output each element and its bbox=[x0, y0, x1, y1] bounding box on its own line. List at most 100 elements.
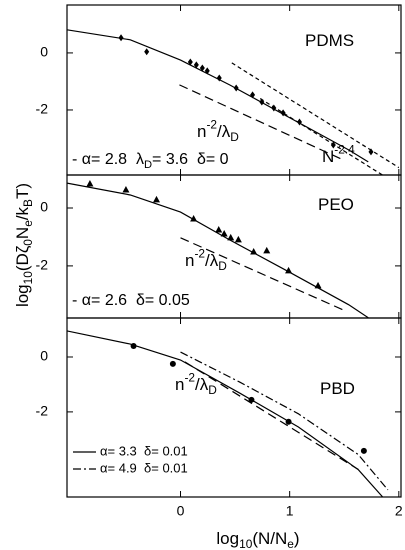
data-point bbox=[314, 281, 322, 289]
data-point bbox=[118, 34, 124, 42]
text-part: e bbox=[287, 537, 294, 550]
text-part: PEO bbox=[318, 195, 354, 214]
annotation: PBD bbox=[320, 379, 355, 398]
panel-frame bbox=[66, 317, 402, 498]
text-part: N bbox=[322, 147, 334, 166]
annotation: - α= 2.8 λD= 3.6 δ= 0 bbox=[72, 151, 229, 171]
data-point bbox=[248, 396, 255, 403]
data-point bbox=[86, 179, 94, 187]
text-part: PBD bbox=[320, 379, 355, 398]
text-part: D bbox=[144, 159, 152, 171]
text-part: /λ bbox=[195, 375, 209, 394]
text-part: n bbox=[175, 375, 184, 394]
data-point bbox=[233, 84, 239, 92]
text-part: D bbox=[230, 130, 239, 144]
text-part: ) bbox=[294, 529, 300, 548]
legend-label: α= 3.3 δ= 0.01 bbox=[100, 443, 188, 458]
x-tick-label: 1 bbox=[286, 503, 294, 519]
series-line bbox=[180, 351, 389, 491]
data-point bbox=[144, 48, 150, 56]
text-part: log bbox=[216, 529, 239, 548]
annotation: N-2.4 bbox=[322, 142, 355, 166]
y-tick-label: -2 bbox=[36, 257, 49, 273]
text-part: n bbox=[185, 251, 194, 270]
y-tick-label: -2 bbox=[36, 101, 49, 117]
text-part: /λ bbox=[217, 122, 231, 141]
y-axis-label: log10(Dζ0Ne/kBT) bbox=[13, 183, 35, 307]
data-point bbox=[215, 226, 223, 233]
data-point bbox=[234, 235, 242, 243]
data-point bbox=[285, 266, 293, 274]
data-point bbox=[227, 233, 235, 241]
series-line bbox=[179, 84, 344, 161]
plot-area bbox=[67, 29, 400, 175]
x-tick-label: 2 bbox=[395, 503, 403, 519]
text-part: /λ bbox=[205, 251, 219, 270]
legend-label: α= 4.9 δ= 0.01 bbox=[100, 460, 188, 475]
text-part: -2 bbox=[184, 370, 195, 384]
data-point bbox=[169, 360, 176, 367]
text-part: 10 bbox=[21, 271, 35, 285]
data-point bbox=[153, 195, 161, 203]
data-point bbox=[216, 74, 222, 82]
text-part: /k bbox=[13, 206, 32, 220]
text-part: (N/N bbox=[252, 529, 287, 548]
series-line bbox=[67, 29, 369, 163]
series-line bbox=[231, 62, 400, 169]
y-tick-label: 0 bbox=[40, 199, 48, 215]
text-part: D bbox=[218, 259, 227, 273]
y-tick-label: 0 bbox=[40, 44, 48, 60]
annotation: n-2/λD bbox=[185, 246, 227, 273]
x-axis-label: log10(N/Ne) bbox=[216, 529, 299, 550]
data-point bbox=[190, 215, 198, 222]
text-part: PDMS bbox=[305, 31, 354, 50]
data-point bbox=[296, 118, 302, 126]
data-point bbox=[285, 418, 292, 425]
text-part: - α= 2.8 λ bbox=[72, 151, 144, 168]
plot-area bbox=[67, 179, 369, 318]
series-line bbox=[259, 98, 383, 175]
annotation: PEO bbox=[318, 195, 354, 214]
series-line bbox=[184, 361, 359, 471]
data-point bbox=[187, 58, 193, 66]
text-part: -2 bbox=[206, 117, 217, 131]
data-point bbox=[250, 91, 256, 99]
data-point bbox=[199, 64, 205, 72]
series-line bbox=[180, 237, 344, 311]
data-point bbox=[122, 186, 130, 193]
text-part: log bbox=[13, 284, 32, 307]
series-line bbox=[67, 330, 383, 497]
data-point bbox=[368, 148, 374, 156]
text-part: D bbox=[208, 383, 217, 397]
text-part: -2 bbox=[194, 246, 205, 260]
data-point bbox=[250, 248, 258, 255]
y-tick-label: -2 bbox=[36, 403, 49, 419]
data-point bbox=[271, 104, 277, 112]
text-part: -2.4 bbox=[334, 142, 355, 156]
data-point bbox=[330, 141, 336, 149]
annotation: PDMS bbox=[305, 31, 354, 50]
y-tick-label: 0 bbox=[40, 348, 48, 364]
text-part: B bbox=[21, 199, 35, 207]
data-point bbox=[263, 246, 271, 254]
x-tick-label: 0 bbox=[177, 503, 185, 519]
data-point bbox=[259, 98, 265, 106]
annotation: n-2/λD bbox=[197, 117, 239, 144]
text-part: = 3.6 δ= 0 bbox=[152, 151, 229, 168]
data-point bbox=[220, 230, 228, 237]
data-point bbox=[280, 109, 286, 117]
data-point bbox=[193, 61, 199, 69]
annotation: n-2/λD bbox=[175, 370, 217, 397]
text-part: e bbox=[21, 220, 35, 227]
text-part: N bbox=[13, 227, 32, 239]
text-part: T) bbox=[13, 183, 32, 199]
data-point bbox=[360, 447, 367, 454]
text-part: 10 bbox=[239, 537, 253, 550]
text-part: (Dζ bbox=[13, 245, 32, 271]
text-part: - α= 2.6 δ= 0.05 bbox=[72, 292, 190, 309]
text-part: 0 bbox=[21, 239, 35, 246]
annotation: - α= 2.6 δ= 0.05 bbox=[72, 292, 190, 309]
text-part: n bbox=[197, 122, 206, 141]
data-point bbox=[204, 67, 210, 75]
